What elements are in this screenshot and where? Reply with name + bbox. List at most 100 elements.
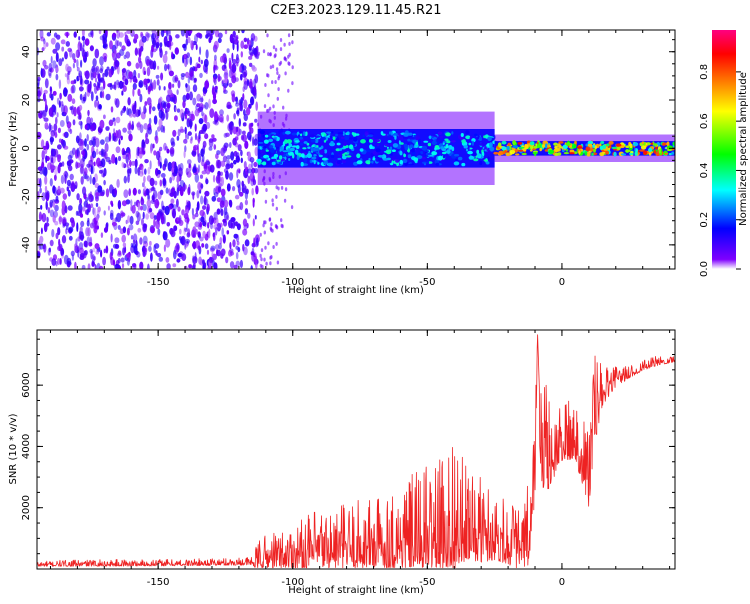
heatmap-cell (51, 110, 57, 116)
heatmap-cell (98, 78, 102, 83)
heatmap-cell (375, 156, 381, 162)
heatmap-cell (226, 159, 230, 167)
heatmap-cell (177, 80, 181, 89)
heatmap-cell (219, 200, 225, 208)
snr-line (37, 334, 675, 569)
heatmap-cell (342, 153, 346, 157)
heatmap-cell (262, 49, 266, 54)
heatmap-cell (126, 163, 129, 168)
heatmap-cell (672, 141, 675, 146)
heatmap-cell (165, 110, 169, 120)
heatmap-cell (112, 259, 116, 266)
heatmap-cell (359, 148, 364, 152)
heatmap-cell (89, 248, 93, 254)
heatmap-cell (223, 62, 227, 70)
heatmap-cell (177, 164, 181, 172)
heatmap-cell (296, 155, 300, 161)
heatmap-cell (81, 35, 86, 41)
heatmap-cell (232, 30, 236, 38)
heatmap-cell (103, 167, 107, 177)
heatmap-cell (94, 85, 98, 94)
heatmap-cell (79, 209, 83, 215)
heatmap-cell (53, 148, 59, 158)
heatmap-cell (353, 136, 358, 142)
heatmap-cell (49, 86, 52, 92)
heatmap-cell (364, 131, 369, 137)
heatmap-cell (231, 38, 235, 44)
heatmap-cell (202, 91, 206, 97)
heatmap-cell (118, 32, 124, 38)
heatmap-cell (339, 148, 343, 151)
heatmap-cell (94, 219, 98, 230)
heatmap-cell (254, 168, 259, 174)
heatmap-cell (307, 146, 311, 149)
heatmap-cell (99, 119, 105, 129)
heatmap-cell (179, 228, 182, 235)
heatmap-cell (196, 32, 202, 38)
heatmap-cell (162, 53, 168, 64)
heatmap-cell (157, 65, 160, 70)
heatmap-cell (209, 164, 215, 173)
heatmap-cell (59, 92, 62, 100)
heatmap-cell (211, 195, 217, 202)
heatmap-cell (107, 205, 110, 211)
heatmap-cell (86, 143, 90, 151)
heatmap-cell (204, 219, 207, 228)
heatmap-cell (340, 136, 345, 139)
heatmap-cell (574, 140, 577, 145)
heatmap-cell (326, 131, 331, 134)
heatmap-cell (103, 114, 106, 120)
heatmap-cell (63, 105, 68, 115)
heatmap-cell (264, 83, 267, 87)
heatmap-cell (166, 148, 170, 154)
heatmap-cell (164, 50, 168, 55)
heatmap-cell (170, 137, 175, 146)
heatmap-cell (280, 185, 284, 190)
heatmap-cell (132, 187, 137, 196)
heatmap-cell (240, 157, 243, 164)
heatmap-cell (73, 58, 77, 63)
heatmap-cell (70, 80, 75, 85)
heatmap-cell (222, 155, 228, 163)
heatmap-cell (109, 184, 114, 194)
heatmap-cell (210, 245, 216, 251)
heatmap-cell (211, 251, 214, 259)
heatmap-cell (67, 127, 72, 133)
heatmap-cell (126, 60, 132, 67)
heatmap-cell (60, 174, 65, 185)
heatmap-cell (200, 59, 203, 65)
heatmap-cell (248, 49, 254, 56)
heatmap-cell (155, 135, 159, 144)
x-tick-label: -150 (147, 277, 170, 288)
heatmap-cell (233, 264, 238, 269)
heatmap-cell (297, 148, 302, 152)
heatmap-cell (98, 30, 102, 35)
heatmap-cell (200, 148, 205, 157)
heatmap-cell (666, 148, 672, 152)
heatmap-cell (121, 234, 126, 243)
heatmap-cell (291, 40, 294, 45)
heatmap-cell (52, 60, 57, 69)
heatmap-cell (66, 77, 71, 85)
heatmap-cell (431, 151, 438, 156)
heatmap-cell (122, 242, 127, 248)
heatmap-cell (267, 93, 270, 98)
heatmap-cell (442, 154, 446, 159)
heatmap-cell (231, 52, 234, 62)
heatmap-cell (271, 228, 274, 233)
heatmap-cell (253, 138, 258, 146)
heatmap-cell (81, 30, 85, 38)
heatmap-cell (468, 142, 472, 146)
heatmap-cell (302, 147, 307, 150)
heatmap-cell (625, 149, 631, 153)
heatmap-cell (196, 103, 201, 108)
heatmap-cell (421, 145, 428, 151)
heatmap-cell (185, 167, 189, 176)
heatmap-cell (515, 153, 520, 156)
heatmap-cell (169, 146, 175, 155)
heatmap-cell (51, 258, 57, 266)
heatmap-cell (131, 120, 134, 130)
heatmap-cell (48, 122, 52, 133)
heatmap-cell (255, 101, 258, 111)
colorbar-ticks: 0.0 0.2 0.4 0.6 0.8 (699, 64, 741, 277)
